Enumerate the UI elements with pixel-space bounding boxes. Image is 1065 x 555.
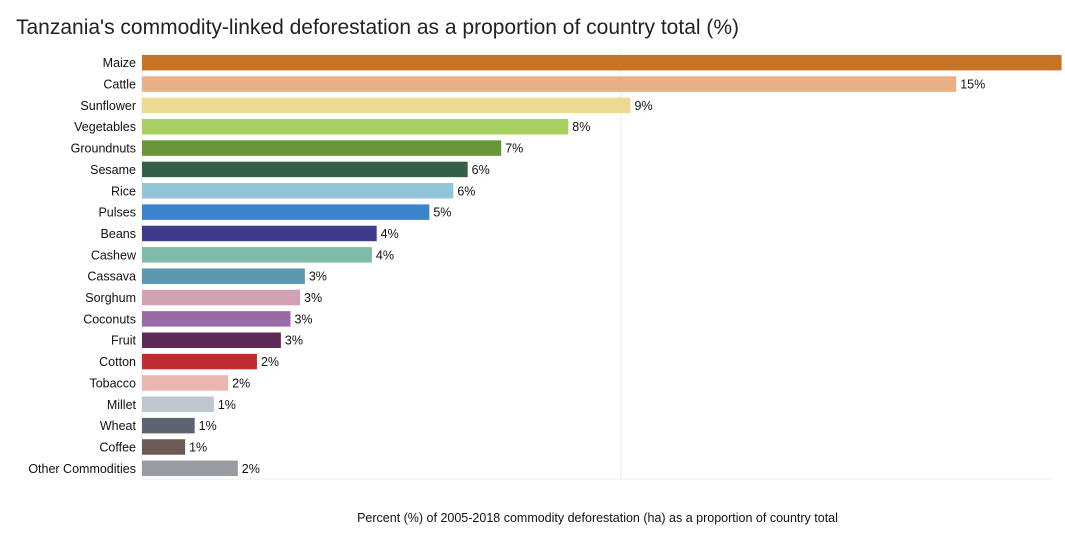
labels-layer: Maize17%Cattle15%Sunflower9%Vegetables8%… xyxy=(28,56,985,476)
value-label: 2% xyxy=(232,376,250,390)
bar-millet xyxy=(142,396,214,413)
value-label: 2% xyxy=(261,355,279,369)
category-label: Fruit xyxy=(111,334,137,348)
bar-tobacco xyxy=(142,375,229,391)
value-label: 6% xyxy=(457,184,475,198)
value-label: 1% xyxy=(199,419,217,433)
value-label: 3% xyxy=(294,312,312,326)
value-label: 8% xyxy=(572,120,590,134)
category-label: Coconuts xyxy=(83,312,136,326)
category-label: Sesame xyxy=(90,163,136,177)
bar-cotton xyxy=(142,353,257,370)
bar-coconuts xyxy=(142,311,291,327)
category-label: Cashew xyxy=(91,248,137,262)
bar-vegetables xyxy=(142,118,569,135)
bar-fruit xyxy=(142,332,281,348)
value-label: 6% xyxy=(472,163,490,177)
bars-layer xyxy=(142,54,1062,477)
bar-groundnuts xyxy=(142,140,502,156)
category-label: Beans xyxy=(101,227,136,241)
category-label: Millet xyxy=(107,398,137,412)
bar-cashew xyxy=(142,247,372,263)
category-label: Pulses xyxy=(98,206,136,220)
category-label: Sorghum xyxy=(85,291,136,305)
bar-chart: Maize17%Cattle15%Sunflower9%Vegetables8%… xyxy=(28,52,1062,480)
category-label: Cotton xyxy=(99,355,136,369)
value-label: 3% xyxy=(309,270,327,284)
value-label: 1% xyxy=(218,398,236,412)
bar-rice xyxy=(142,183,454,199)
category-label: Wheat xyxy=(100,419,137,433)
bar-coffee xyxy=(142,439,186,455)
value-label: 4% xyxy=(376,248,394,262)
bar-cassava xyxy=(142,268,305,284)
category-label: Groundnuts xyxy=(71,142,136,156)
bar-sorghum xyxy=(142,289,301,306)
value-label: 5% xyxy=(433,206,451,220)
category-label: Rice xyxy=(111,184,136,198)
category-label: Cassava xyxy=(87,270,136,284)
value-label: 3% xyxy=(304,291,322,305)
value-label: 1% xyxy=(189,440,207,454)
bar-other-commodities xyxy=(142,460,238,477)
category-label: Coffee xyxy=(99,440,136,454)
bar-pulses xyxy=(142,204,430,220)
bar-maize xyxy=(142,54,1062,71)
category-label: Cattle xyxy=(103,78,136,92)
value-label: 9% xyxy=(635,99,653,113)
category-label: Sunflower xyxy=(80,99,136,113)
bar-cattle xyxy=(142,76,957,92)
value-label: 15% xyxy=(960,78,985,92)
value-label: 7% xyxy=(505,142,523,156)
bar-beans xyxy=(142,225,377,242)
category-label: Vegetables xyxy=(74,120,136,134)
value-label: 3% xyxy=(285,334,303,348)
category-label: Tobacco xyxy=(89,376,136,390)
bar-sunflower xyxy=(142,97,631,114)
bar-sesame xyxy=(142,161,468,178)
bar-wheat xyxy=(142,417,195,434)
category-label: Maize xyxy=(103,56,136,70)
x-axis-label: Percent (%) of 2005-2018 commodity defor… xyxy=(357,511,838,525)
grid-layer xyxy=(141,52,1052,480)
category-label: Other Commodities xyxy=(28,462,136,476)
value-label: 4% xyxy=(381,227,399,241)
value-label: 2% xyxy=(242,462,260,476)
chart-title: Tanzania's commodity-linked deforestatio… xyxy=(16,16,740,39)
